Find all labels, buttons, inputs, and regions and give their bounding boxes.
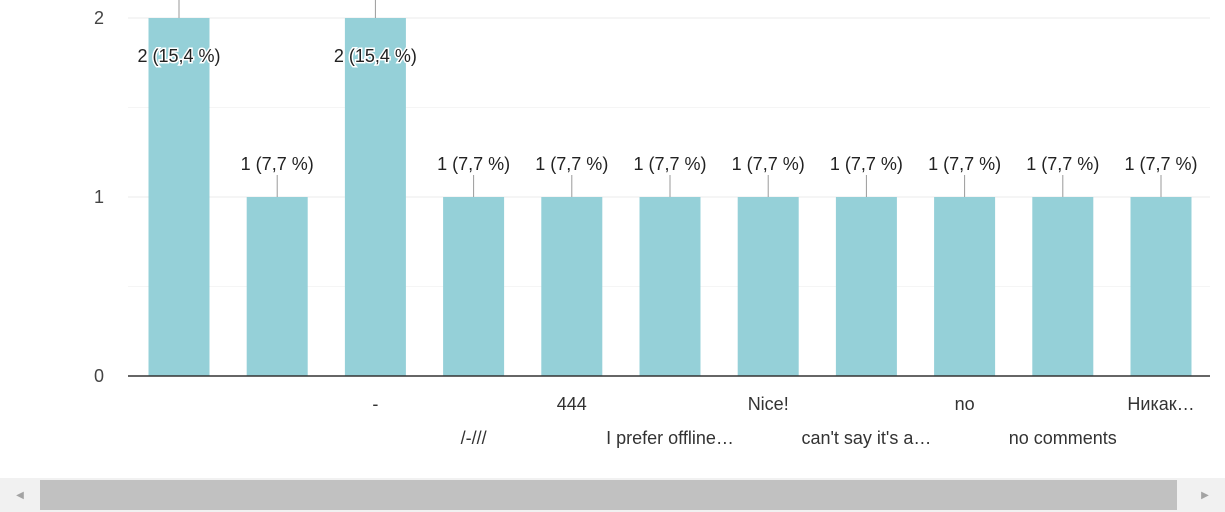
data-label: 1 (7,7 %): [437, 154, 510, 174]
bar: [737, 197, 799, 376]
data-label: 1 (7,7 %): [241, 154, 314, 174]
bar: [541, 197, 603, 376]
data-label: 1 (7,7 %): [732, 154, 805, 174]
arrow-left-icon: ◀: [16, 489, 24, 501]
x-tick-label: no comments: [1009, 428, 1117, 448]
bar: [246, 197, 308, 376]
x-tick-label: Никак…: [1127, 394, 1194, 414]
y-tick-label: 0: [94, 366, 104, 386]
scroll-thumb[interactable]: [40, 480, 1177, 510]
scroll-right-button[interactable]: ▶: [1185, 478, 1225, 512]
data-label: 1 (7,7 %): [535, 154, 608, 174]
x-tick-label: /-///: [461, 428, 487, 448]
bar: [835, 197, 897, 376]
y-tick-label: 1: [94, 187, 104, 207]
data-label: 1 (7,7 %): [1026, 154, 1099, 174]
x-tick-label: 444: [557, 394, 587, 414]
bar: [443, 197, 505, 376]
x-tick-label: -: [372, 394, 378, 414]
data-label: 2 (15,4 %): [137, 46, 220, 66]
bar: [639, 197, 701, 376]
bar: [344, 18, 406, 376]
data-label: 1 (7,7 %): [1124, 154, 1197, 174]
y-tick-label: 2: [94, 8, 104, 28]
x-tick-label: no: [955, 394, 975, 414]
data-label: 2 (15,4 %): [334, 46, 417, 66]
bar: [934, 197, 996, 376]
x-tick-label: I prefer offline…: [606, 428, 734, 448]
horizontal-scrollbar[interactable]: ◀ ▶: [0, 478, 1225, 512]
x-tick-label: Nice!: [748, 394, 789, 414]
data-label: 1 (7,7 %): [830, 154, 903, 174]
x-tick-label: can't say it's a…: [801, 428, 931, 448]
bar: [1032, 197, 1094, 376]
bar-chart: 0 1 2 2 (15,4 %) 1 (7,7 %) 2 (15,4 %) 1 (7,7 %…: [94, 0, 1210, 448]
bar: [1130, 197, 1192, 376]
arrow-right-icon: ▶: [1201, 489, 1209, 501]
data-label: 1 (7,7 %): [928, 154, 1001, 174]
scroll-left-button[interactable]: ◀: [0, 478, 40, 512]
data-label: 1 (7,7 %): [633, 154, 706, 174]
bar: [148, 18, 210, 376]
